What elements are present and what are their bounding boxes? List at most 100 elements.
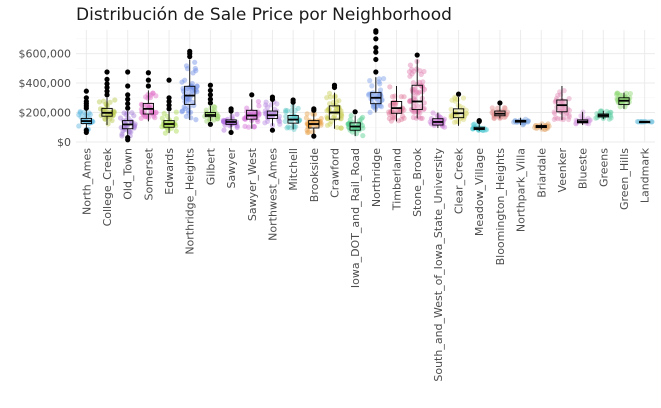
jitter-point	[334, 124, 340, 131]
jitter-point	[124, 110, 130, 116]
jitter-point	[220, 117, 226, 123]
jitter-point	[551, 116, 557, 122]
jitter-point	[283, 109, 289, 115]
jitter-point	[386, 109, 392, 115]
outlier-point	[125, 83, 131, 89]
jitter-point	[559, 105, 565, 112]
jitter-point	[283, 107, 289, 113]
jitter-point	[184, 95, 190, 101]
outlier-point	[145, 77, 151, 83]
jitter-point	[366, 92, 372, 98]
jitter-point	[117, 115, 124, 121]
outlier-point	[207, 92, 214, 98]
jitter-point	[311, 118, 317, 124]
jitter-point	[623, 90, 629, 96]
y-tick-label: $0	[57, 136, 71, 149]
jitter-point	[421, 100, 427, 106]
x-tick-label: Sawyer_West	[246, 147, 259, 221]
jitter-point	[561, 88, 567, 94]
jitter-point	[184, 99, 190, 105]
jitter-point	[148, 109, 154, 115]
jitter-point	[434, 113, 440, 119]
outlier-point	[104, 92, 110, 98]
jitter-point	[145, 95, 151, 101]
jitter-point	[332, 93, 338, 99]
boxplot-Old_Town	[122, 69, 134, 143]
jitter-point	[262, 108, 268, 114]
jitter-point	[555, 116, 561, 122]
jitter-point	[182, 77, 188, 83]
jitter-point	[546, 123, 552, 129]
boxplot-Stone_Brook	[411, 52, 423, 119]
jitter-point	[409, 88, 416, 94]
jitter-point	[396, 118, 402, 124]
boxplot-Northwest_Ames	[266, 94, 279, 133]
jitter-point	[334, 107, 340, 113]
jitter-point	[634, 119, 641, 125]
chart-title: Distribución de Sale Price por Neighborh…	[76, 5, 452, 25]
jitter-point	[563, 111, 570, 117]
outlier-point	[166, 98, 172, 105]
jitter-point	[587, 117, 593, 123]
jitter-point	[392, 102, 399, 108]
jitter-point	[359, 123, 365, 129]
jitter-point	[338, 125, 344, 131]
jitter-point	[194, 89, 200, 95]
outlier-point	[373, 56, 379, 63]
jitter-point	[150, 90, 156, 96]
jitter-point	[560, 98, 566, 104]
jitter-point	[452, 94, 458, 100]
jitter-point	[414, 66, 420, 72]
jitter-point	[77, 110, 83, 116]
boxplot-College_Creek	[101, 69, 113, 126]
jitter-point	[215, 113, 221, 119]
jitter-point	[328, 118, 334, 125]
jitter-point	[262, 120, 268, 126]
boxplot-Iowa_DOT_and_Rail_Road	[349, 109, 361, 137]
jitter-point	[347, 117, 353, 123]
jitter-point	[246, 124, 252, 130]
outlier-point	[373, 69, 379, 75]
jitter-point	[208, 105, 214, 111]
jitter-point	[337, 116, 343, 122]
jitter-point	[558, 116, 564, 122]
x-tick-label: Green_Hills	[618, 148, 631, 210]
outlier-point	[166, 102, 172, 108]
jitter-point	[285, 124, 291, 130]
jitter-point	[287, 125, 293, 131]
y-tick-label: $400,000	[19, 77, 72, 90]
jitter-point	[561, 114, 567, 121]
jitter-point	[449, 97, 455, 103]
boxplot-Edwards	[163, 77, 175, 134]
jitter-point	[377, 91, 384, 97]
jitter-point	[189, 88, 195, 94]
jitter-point	[489, 110, 495, 116]
outlier-point	[104, 81, 110, 87]
boxplot-Meadow_Village	[473, 118, 485, 131]
x-tick-label: Old_Town	[122, 148, 135, 200]
jitter-point	[327, 121, 333, 127]
jitter-point	[555, 92, 561, 98]
jitter-point	[617, 104, 623, 110]
jitter-point	[318, 120, 324, 126]
jitter-point	[277, 121, 283, 127]
boxplot-Bloomington_Heights	[494, 100, 506, 119]
jitter-point	[210, 109, 216, 115]
jitter-point	[360, 133, 366, 139]
jitter-point	[390, 114, 396, 121]
jitter-point	[295, 105, 301, 111]
outlier-point	[269, 127, 276, 133]
jitter-point	[420, 79, 426, 85]
jitter-point	[189, 84, 195, 90]
jitter-point	[376, 76, 382, 82]
jitter-point	[421, 105, 427, 112]
boxplot-Landmark	[639, 120, 651, 124]
jitter-point	[173, 116, 179, 122]
jitter-point	[400, 113, 406, 119]
jitter-point	[234, 111, 240, 117]
outlier-point	[207, 121, 214, 127]
jitter-point	[457, 115, 464, 121]
jitter-point	[339, 113, 345, 119]
jitter-point	[417, 68, 423, 74]
jitter-point	[542, 126, 548, 132]
